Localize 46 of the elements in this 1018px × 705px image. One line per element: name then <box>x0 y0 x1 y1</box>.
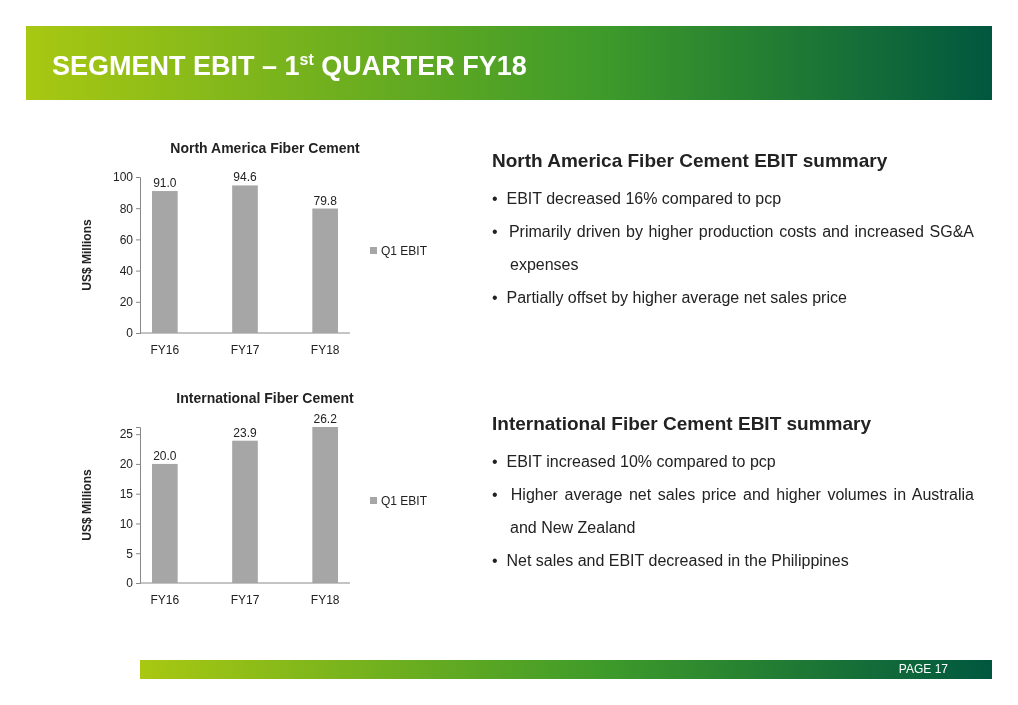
data-label: 20.0 <box>153 448 177 463</box>
y-tick-label: 0 <box>126 576 134 591</box>
bar <box>312 208 338 333</box>
y-tick-label: 60 <box>119 232 134 247</box>
y-tick-label: 15 <box>119 487 134 502</box>
x-tick-label: FY16 <box>150 342 180 357</box>
data-label: 79.8 <box>313 193 338 208</box>
text: • EBIT increased 10% compared to pcp <box>492 452 777 472</box>
legend-label: Q1 EBIT <box>381 244 428 258</box>
x-tick-label: FY18 <box>310 342 340 357</box>
x-tick-label: FY17 <box>230 592 260 607</box>
text: SEGMENT EBIT – 1$^{st}$ QUARTER FY18 <box>52 51 527 82</box>
bar <box>152 191 178 333</box>
y-tick-label: 5 <box>126 546 134 561</box>
text: PAGE 17 <box>898 662 948 676</box>
y-axis-title: US$ Millions <box>80 219 94 291</box>
y-tick-label: 100 <box>112 170 134 185</box>
text: • Net sales and EBIT decreased in the Philippines <box>492 551 850 571</box>
text: • Higher average net sales price and higher volumes in Australia and New Zealand <box>492 485 974 538</box>
data-label: 26.2 <box>313 412 338 426</box>
y-axis-title: US$ Millions <box>80 469 94 541</box>
x-tick-label: FY16 <box>150 592 180 607</box>
y-tick-label: 80 <box>119 201 134 216</box>
text: International Fiber Cement EBIT summary <box>492 413 873 435</box>
text: North America Fiber Cement EBIT summary <box>492 150 889 172</box>
y-tick-label: 20 <box>119 457 134 472</box>
y-tick-label: 20 <box>119 295 134 310</box>
bar <box>312 427 338 583</box>
text: • Primarily driven by higher production costs and increased SG&A expenses <box>492 222 974 275</box>
chart-title: North America Fiber Cement <box>170 140 360 156</box>
y-tick-label: 40 <box>119 263 134 278</box>
y-tick-label: 10 <box>119 516 134 531</box>
bar <box>232 440 258 583</box>
data-label: 91.0 <box>153 176 177 191</box>
bar <box>152 463 178 583</box>
data-label: 94.6 <box>233 170 257 185</box>
text: • EBIT decreased 16% compared to pcp <box>492 189 783 209</box>
text: • Partially offset by higher average net sales price <box>492 288 848 308</box>
legend-label: Q1 EBIT <box>381 494 428 508</box>
y-tick-label: 0 <box>126 326 134 341</box>
y-tick-label: 25 <box>119 427 134 442</box>
x-tick-label: FY17 <box>230 342 260 357</box>
chart-title: International Fiber Cement <box>176 390 355 406</box>
x-tick-label: FY18 <box>310 592 340 607</box>
bar <box>232 185 258 333</box>
data-label: 23.9 <box>233 425 257 440</box>
